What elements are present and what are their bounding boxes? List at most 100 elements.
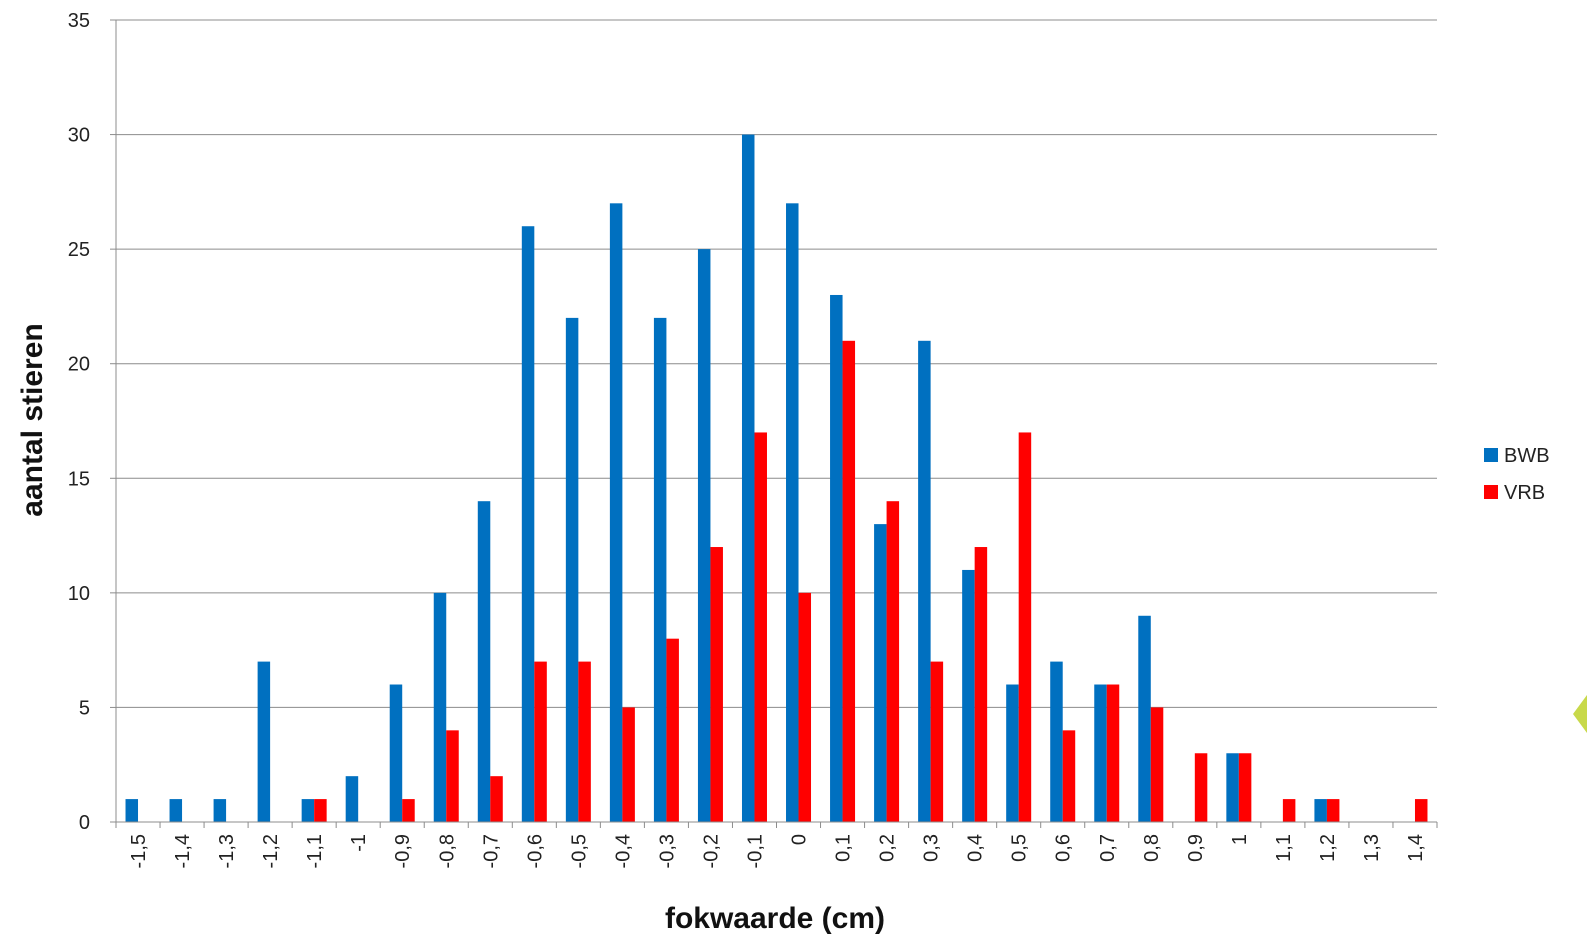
bar-vrb [710,547,723,822]
x-tick-label: 0 [789,834,811,845]
y-tick-label: 10 [68,583,90,605]
bar-bwb [653,317,667,822]
x-tick-label: -0,3 [656,834,678,868]
x-tick-label: 0,1 [833,834,855,862]
x-tick-label: 0,9 [1185,834,1207,862]
x-tick-label: 0,7 [1097,834,1119,862]
y-tick-label: 20 [68,354,90,376]
bar-vrb [446,730,459,822]
y-axis-title: aantal stieren [16,323,49,516]
x-tick-label: -1 [348,834,370,852]
bar-bwb [257,661,271,822]
bar-vrb [1062,730,1076,822]
y-tick-label: 15 [68,468,90,490]
bar-vrb [666,638,679,822]
bar-bwb [125,799,139,822]
bar-vrb [1414,799,1428,822]
y-tick-label: 0 [79,812,90,834]
bar-vrb [314,799,327,822]
bar-vrb [1238,753,1252,822]
x-tick-label: -0,2 [700,834,722,868]
x-tick-label: 1 [1229,834,1251,845]
decorative-arrow-icon [1573,695,1587,733]
x-tick-label: 1,1 [1273,834,1295,862]
x-tick-label: -0,9 [392,834,414,868]
bar-bwb [169,799,183,822]
bar-vrb [842,340,856,822]
x-tick-label: 0,8 [1141,834,1163,862]
legend-swatch-bwb [1484,448,1498,462]
bar-bwb [609,203,623,823]
y-tick-label: 30 [68,125,90,147]
x-tick-label: -0,7 [480,834,502,868]
bar-bwb [962,569,975,822]
bar-vrb [1106,684,1120,822]
x-tick-label: 0,2 [877,834,899,862]
x-tick-label: 1,4 [1405,834,1427,862]
bar-bwb [301,799,315,822]
x-tick-label: 0,5 [1009,834,1031,862]
bar-vrb [754,432,767,822]
bar-bwb [918,340,931,822]
x-tick-label: -0,6 [524,834,546,868]
bar-bwb [697,249,711,823]
bar-bwb [389,684,403,822]
bar-vrb [1282,799,1296,822]
bar-bwb [1314,799,1327,822]
x-tick-label: 0,6 [1053,834,1075,862]
x-tick-label: -0,8 [436,834,458,868]
bar-bwb [565,317,579,822]
y-tick-label: 25 [68,239,90,261]
bar-bwb [830,294,843,822]
gridlines [116,19,1437,708]
bar-bwb [1226,753,1239,822]
bar-vrb [798,592,812,822]
bar-bwb [433,592,447,822]
x-tick-label: -1,3 [216,834,238,868]
bar-vrb [622,707,635,822]
x-tick-label: 0,4 [965,834,987,862]
x-axis-title: fokwaarde (cm) [665,902,885,935]
axes [110,19,1438,828]
bar-bwb [213,799,227,822]
bar-vrb [578,661,591,822]
bar-bwb [786,203,799,823]
bar-bwb [874,524,887,822]
bar-vrb [402,799,415,822]
legend-label-bwb: BWB [1504,445,1550,467]
x-tick-label: -1,4 [172,834,194,868]
y-tick-label: 35 [68,10,90,32]
y-tick-label: 5 [79,697,90,719]
x-tick-label: 1,2 [1317,834,1339,862]
x-tick-label: -0,1 [744,834,766,868]
x-tick-labels: -1,5 -1,4 -1,3 -1,2 -1,1 -1 -0,9 -0,8 -0,7 -0,6 -0… [128,834,1427,868]
bar-bwb [741,134,755,823]
bar-vrb [1150,707,1164,822]
legend: BWB VRB [1484,445,1550,504]
x-tick-label: 0,3 [921,834,943,862]
y-tick-labels: 0 5 10 15 20 25 30 35 [68,10,90,834]
bar-vrb [1018,432,1032,822]
bar-bwb [477,501,491,822]
bars [125,134,1428,823]
bar-bwb [1050,661,1063,822]
bar-bwb [345,776,359,822]
bar-bwb [1094,684,1107,822]
bar-vrb [974,547,988,822]
bar-bwb [521,226,535,822]
x-tick-label: -1,2 [260,834,282,868]
x-tick-label: -0,5 [568,834,590,868]
bar-bwb [1138,615,1151,822]
x-tick-label: -1,1 [304,834,326,868]
bar-vrb [490,776,503,822]
legend-swatch-vrb [1484,485,1498,499]
bar-vrb [1194,753,1208,822]
x-tick-label: 1,3 [1361,834,1383,862]
x-tick-label: -1,5 [128,834,150,868]
x-tick-label: -0,4 [612,834,634,868]
bar-bwb [1006,684,1019,822]
bar-vrb [534,661,547,822]
bar-vrb [886,501,900,822]
bar-vrb [1326,799,1340,822]
